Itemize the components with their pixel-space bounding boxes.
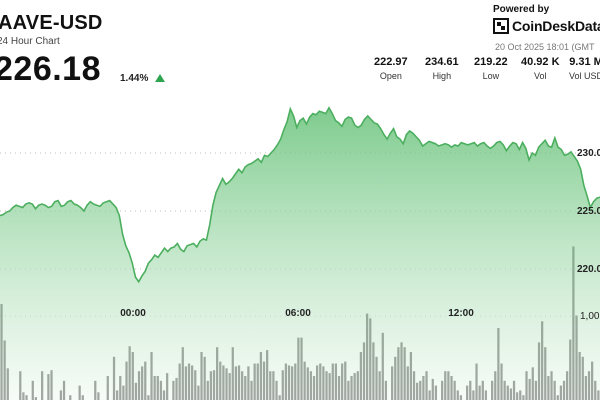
stat-high: 234.61 High — [425, 56, 459, 81]
y-tick-label: 220.0 — [577, 264, 600, 275]
stat-vol-usd: 9.31 M Vol USD — [569, 56, 600, 81]
price-line — [0, 106, 600, 284]
chart-title: AAVE-USD — [0, 12, 103, 34]
price-area — [0, 107, 600, 400]
stat-vol: 40.92 K Vol — [521, 56, 560, 81]
stat-low-label: Low — [482, 71, 500, 81]
stat-high-value: 234.61 — [425, 56, 459, 68]
stat-open-value: 222.97 — [374, 56, 408, 68]
brand-name: CoinDeskData — [512, 18, 600, 34]
stat-low: 219.22 Low — [474, 56, 508, 81]
brand-logo[interactable]: CoinDeskData — [493, 18, 600, 34]
y-tick-label: 230.0 — [577, 148, 600, 159]
stat-high-label: High — [432, 71, 452, 81]
volume-tick-label: 1,00 — [580, 311, 600, 322]
current-price: 226.18 — [0, 50, 101, 88]
stat-open: 222.97 Open — [374, 56, 408, 81]
stat-open-label: Open — [379, 71, 402, 81]
x-tick-label: 06:00 — [285, 308, 311, 319]
x-tick-label: 00:00 — [120, 308, 146, 319]
y-tick-label: 225.0 — [577, 206, 600, 217]
stat-vol-usd-value: 9.31 M — [569, 56, 600, 68]
chart-subtitle: 24 Hour Chart — [0, 36, 60, 47]
up-arrow-icon — [155, 74, 165, 82]
timestamp: 20 Oct 2025 18:01 (GMT — [495, 42, 595, 52]
x-tick-label: 12:00 — [448, 308, 474, 319]
stat-vol-label: Vol — [534, 71, 547, 81]
powered-by-label: Powered by — [493, 4, 550, 15]
stat-vol-value: 40.92 K — [521, 56, 560, 68]
coindesk-logo-icon — [493, 18, 509, 34]
stat-low-value: 219.22 — [474, 56, 508, 68]
price-change: 1.44% — [120, 73, 149, 84]
stat-vol-usd-label: Vol USD — [569, 71, 600, 81]
